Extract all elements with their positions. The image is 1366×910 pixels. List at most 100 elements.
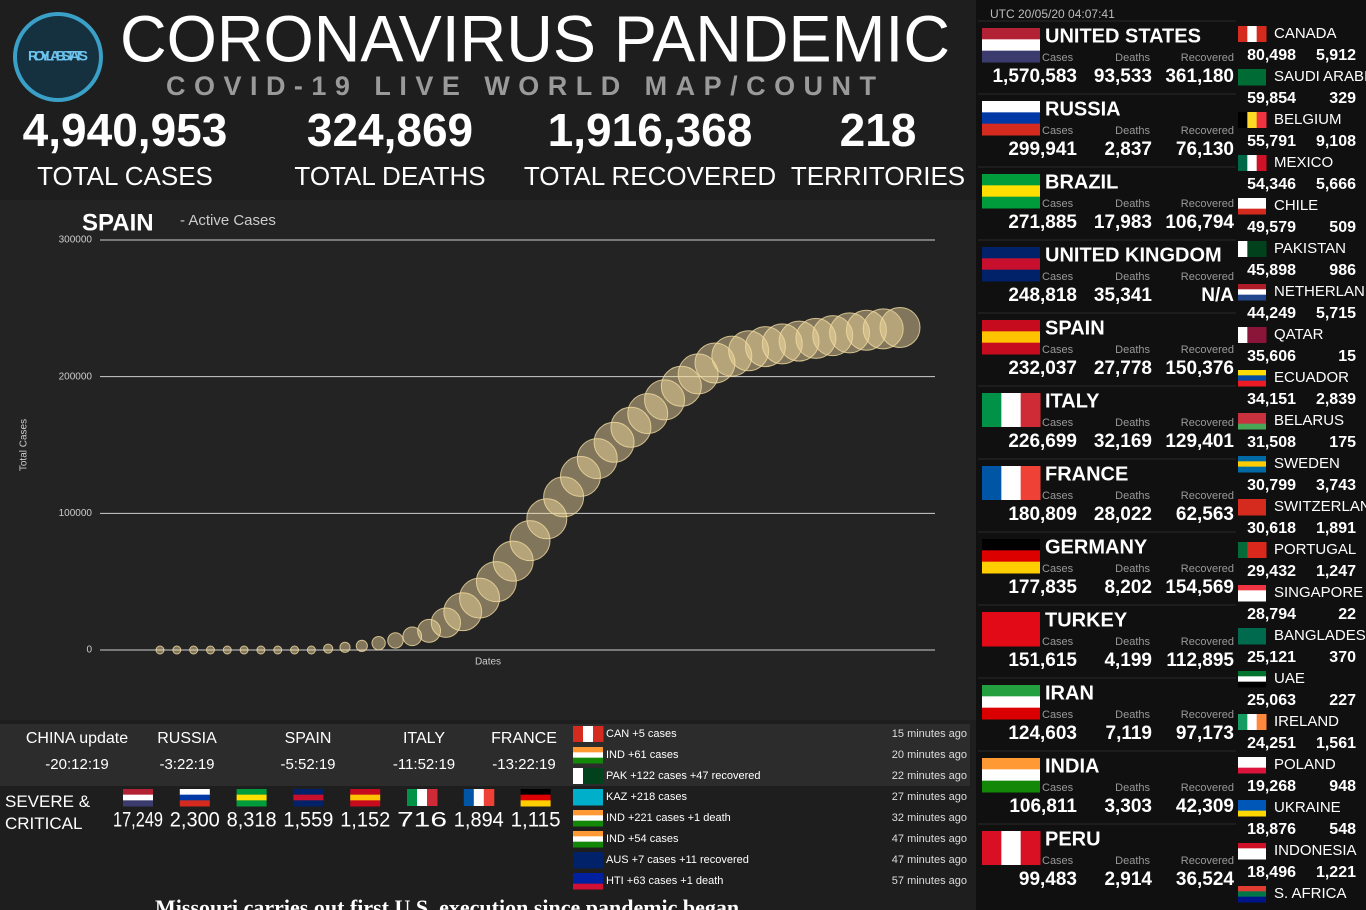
flag: [1238, 241, 1248, 257]
cases-value: 271,885: [1008, 212, 1077, 233]
chart-area: [0, 200, 976, 720]
flag: [573, 841, 603, 848]
col-label: Cases: [1042, 490, 1074, 502]
flag: [982, 634, 1040, 647]
severe-value: 1,115: [511, 809, 561, 832]
flag: [573, 815, 603, 822]
severe-value: 1,894: [454, 809, 504, 832]
flag: [1238, 380, 1266, 387]
country-name: PERU: [1045, 828, 1101, 850]
minor-name: CHILE: [1274, 197, 1318, 214]
minor-deaths: 370: [1329, 649, 1356, 666]
flag: [1238, 456, 1266, 462]
col-label: Recovered: [1181, 709, 1234, 721]
country-name: TURKEY: [1045, 609, 1128, 631]
timezone-time: -11:52:19: [393, 756, 455, 773]
flag: [573, 878, 603, 885]
col-label: Cases: [1042, 125, 1074, 137]
minor-deaths: 329: [1329, 90, 1356, 107]
flag: [1247, 241, 1258, 257]
minor-deaths: 5,715: [1316, 305, 1356, 322]
flag: [1256, 542, 1267, 558]
minor-deaths: 9,108: [1316, 133, 1356, 150]
total-value: 1,916,368: [548, 104, 753, 156]
flag: [1238, 681, 1266, 688]
flag: [1238, 853, 1266, 860]
feed-time: 20 minutes ago: [892, 749, 967, 761]
y-tick-label: 0: [86, 645, 92, 656]
chart-title: SPAIN: [82, 209, 154, 236]
deaths-value: 28,022: [1094, 504, 1152, 525]
flag: [1256, 112, 1267, 128]
minor-name: SINGAPORE: [1274, 584, 1363, 601]
flag: [179, 789, 210, 796]
flag: [1020, 466, 1041, 500]
flag: [1238, 327, 1248, 343]
total-label: TOTAL DEATHS: [294, 161, 485, 191]
col-label: Cases: [1042, 855, 1074, 867]
minor-deaths: 175: [1329, 434, 1356, 451]
flag: [1001, 393, 1022, 427]
flag: [1238, 542, 1248, 558]
flag: [1238, 810, 1266, 817]
severe-value: 8,318: [227, 809, 277, 832]
flag: [236, 800, 267, 807]
flag: [573, 862, 603, 869]
flag: [982, 550, 1040, 563]
recovered-value: 150,376: [1165, 358, 1234, 379]
total-label: TERRITORIES: [791, 161, 965, 191]
data-point: [627, 393, 669, 435]
recovered-value: 129,401: [1165, 431, 1234, 452]
deaths-value: 4,199: [1104, 650, 1152, 671]
flag: [520, 794, 551, 801]
minor-deaths: 5,666: [1316, 176, 1356, 193]
minor-cases: 34,151: [1247, 391, 1296, 408]
country-name: BRAZIL: [1045, 171, 1118, 193]
flag: [293, 800, 324, 807]
col-label: Deaths: [1115, 563, 1150, 575]
feed-text: IND +54 cases: [606, 833, 679, 845]
col-label: Recovered: [1181, 563, 1234, 575]
cases-value: 299,941: [1008, 139, 1077, 160]
flag: [982, 112, 1040, 125]
flag: [293, 789, 324, 796]
col-label: Cases: [1042, 198, 1074, 210]
data-point: [222, 645, 232, 655]
data-point: [417, 618, 442, 643]
data-point: [778, 320, 820, 362]
minor-cases: 18,876: [1247, 821, 1296, 838]
minor-cases: 44,249: [1247, 305, 1296, 322]
flag: [573, 757, 603, 764]
flag: [350, 794, 381, 801]
col-label: Deaths: [1115, 636, 1150, 648]
flag: [350, 800, 381, 807]
col-label: Cases: [1042, 563, 1074, 575]
flag: [520, 800, 551, 807]
minor-deaths: 1,221: [1316, 864, 1356, 881]
flag: [982, 831, 1002, 865]
deaths-value: 17,983: [1094, 212, 1152, 233]
minor-deaths: 227: [1329, 692, 1356, 709]
flag: [1238, 805, 1266, 812]
feed-time: 57 minutes ago: [892, 875, 967, 887]
col-label: Cases: [1042, 417, 1074, 429]
data-point: [660, 365, 702, 407]
col-label: Deaths: [1115, 198, 1150, 210]
minor-name: INDONESIA: [1274, 842, 1357, 859]
country-name: INDIA: [1045, 755, 1099, 777]
flag: [1238, 886, 1266, 892]
minor-name: IRELAND: [1274, 713, 1339, 730]
feed-time: 27 minutes ago: [892, 791, 967, 803]
deaths-value: 27,778: [1094, 358, 1152, 379]
flag: [593, 768, 604, 784]
recovered-value: 97,173: [1176, 723, 1234, 744]
flag: [982, 123, 1040, 136]
flag: [573, 820, 603, 827]
data-point: [795, 317, 837, 359]
flag: [982, 707, 1040, 720]
flag: [1238, 375, 1266, 382]
flag: [350, 789, 381, 796]
feed-time: 22 minutes ago: [892, 770, 967, 782]
flag: [573, 799, 603, 806]
flag: [1238, 289, 1266, 296]
